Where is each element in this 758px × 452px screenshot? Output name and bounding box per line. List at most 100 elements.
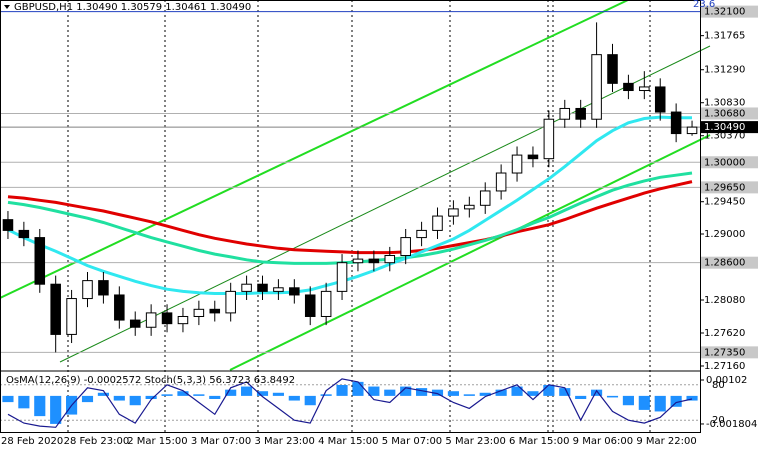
osma-bar: [575, 395, 587, 399]
y-tick-label: 1.29450: [704, 197, 745, 208]
frame: [0, 0, 701, 433]
candle-body: [66, 298, 77, 335]
y2-tick-label: 80: [712, 380, 725, 391]
candle-body: [384, 255, 396, 264]
moving-average: [7, 171, 693, 265]
candle-body: [50, 283, 61, 335]
osma-bar: [50, 395, 62, 424]
candle-body: [225, 290, 236, 314]
y-tick-label: 1.30830: [704, 98, 745, 109]
y-tick-label: 1.28080: [704, 295, 745, 306]
y-tick-label: 1.31765: [704, 31, 745, 42]
candle-body: [639, 86, 650, 92]
main-panel: 1.31765 1.31290 1.30830 1.30370 1.29450 1.290…: [0, 5, 758, 447]
osma-bar: [543, 384, 555, 396]
moving-average: [7, 180, 693, 255]
candle-body: [432, 215, 443, 231]
candle-body: [400, 237, 411, 257]
indicator-panel: 0.00102 -0.001804 80 20: [0, 375, 757, 430]
osma-bar: [2, 395, 14, 403]
osma-bar: [606, 395, 619, 398]
candle-body: [416, 229, 427, 239]
candle-body: [161, 312, 173, 325]
osma-bar: [288, 395, 300, 401]
level-label-box: [701, 256, 758, 269]
level-label-box: [701, 346, 758, 359]
osma-bar: [18, 395, 30, 409]
candle-body: [336, 262, 348, 292]
osma-bar: [591, 389, 603, 396]
osma-bar: [320, 394, 332, 396]
osma-bar: [256, 391, 269, 396]
osma-bar: [145, 395, 157, 399]
y-tick-label: 1.27620: [704, 328, 745, 339]
osma-bar: [400, 386, 412, 396]
candle-body: [98, 280, 109, 296]
candle-body: [686, 126, 698, 135]
candle-body: [607, 54, 618, 84]
osma-bar: [416, 388, 428, 396]
osma-bar: [686, 395, 698, 401]
candle-body: [623, 82, 634, 92]
osma-bar: [654, 395, 666, 412]
candle-body: [18, 229, 30, 239]
y2-tick-label: 20: [712, 415, 725, 426]
candle-body: [320, 290, 332, 317]
osma-bar: [622, 395, 634, 406]
level-label-box: [701, 5, 758, 18]
osma-bar: [177, 391, 189, 396]
candle-body: [34, 237, 46, 285]
x-tick-label: 6 Mar 15:00: [509, 436, 569, 447]
candle-body: [273, 287, 284, 292]
level-label: 1.28600: [704, 258, 745, 269]
level-label-box: [701, 156, 758, 169]
osma-bar: [241, 386, 253, 396]
osma-bar: [113, 395, 125, 401]
chart-title: GBPUSD,H1 1.30490 1.30579 1.30461 1.3049…: [14, 2, 251, 13]
candle-body: [368, 258, 380, 264]
candle-body: [193, 308, 205, 317]
x-tick-label: 3 Mar 07:00: [191, 436, 251, 447]
candle-body: [82, 280, 93, 300]
osma-bar: [272, 392, 284, 396]
candle-body: [448, 208, 459, 217]
osma-bar: [34, 395, 46, 417]
candle-body: [129, 319, 141, 328]
candle-body: [209, 308, 221, 314]
channel-lower: [229, 134, 711, 371]
y-tick-label: -0.001804: [706, 419, 757, 430]
y-tick-label: 1.27160: [704, 361, 745, 372]
candle-body: [511, 154, 523, 174]
x-tick-label: 2 Mar 15:00: [127, 436, 187, 447]
osma-bar: [352, 381, 364, 396]
candle-body: [575, 107, 586, 120]
level-label: 1.29650: [704, 182, 745, 193]
osma-bar: [559, 388, 571, 396]
osma-bar: [161, 394, 173, 396]
osma-bar: [495, 389, 507, 396]
osma-bar: [384, 389, 396, 396]
y-tick-label: 0.00102: [706, 375, 747, 386]
fibo-label: 23.6: [693, 0, 715, 10]
candle-body: [145, 312, 157, 328]
x-tick-label: 5 Mar 07:00: [382, 436, 442, 447]
x-tick-label: 3 Mar 23:00: [255, 436, 315, 447]
x-tick-label: 4 Mar 15:00: [318, 436, 378, 447]
stoch-line: [7, 378, 693, 428]
separators: [67, 0, 651, 432]
indicator-title: OsMA(12,26,9) -0.0002572 Stoch(5,3,3) 56…: [6, 375, 295, 386]
y-tick-label: 1.30370: [704, 131, 745, 142]
osma-bar: [447, 391, 459, 396]
y-tick-label: 1.31290: [704, 65, 745, 76]
osma-bar: [368, 386, 380, 396]
candle-body: [495, 172, 507, 192]
osma-bar: [336, 384, 348, 396]
candle-body: [177, 315, 189, 325]
osma-bar: [431, 389, 444, 396]
candle-body: [241, 283, 252, 292]
candle-body: [670, 111, 682, 135]
candle-body: [114, 294, 125, 321]
osma-bar: [97, 392, 109, 396]
